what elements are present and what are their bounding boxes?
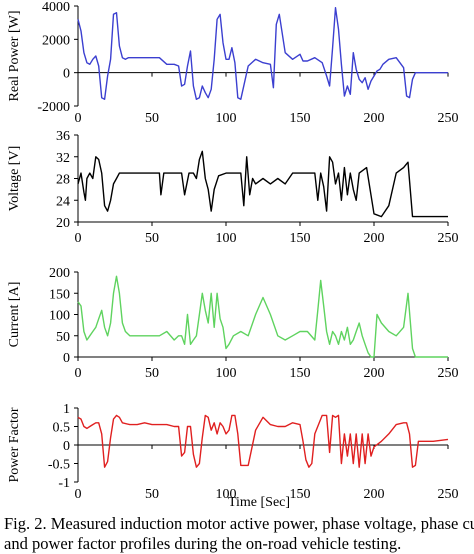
- power-factor-x-tick-label: 150: [290, 487, 311, 502]
- current-y-tick-label: 0: [63, 351, 70, 366]
- current-series-line: [77, 275, 448, 358]
- real-power-x-tick-label: 0: [75, 111, 82, 126]
- real-power-y-tick-label: 2000: [42, 33, 70, 48]
- voltage-y-axis-label: Voltage [V]: [7, 146, 22, 211]
- voltage-y-tick-label: 28: [56, 173, 70, 188]
- real-power-x-tick-label: 250: [438, 111, 459, 126]
- voltage-x-tick-label: 0: [75, 231, 82, 246]
- real-power-chart: -2000 0 2000 4000 0 50 100 150 200 250 Real Power …: [7, 0, 459, 126]
- current-x-tick-label: 50: [145, 366, 159, 381]
- power-factor-chart: -1 -0.5 0 0.5 1 0 50 100 150 200 250 Power Factor Ti…: [7, 402, 459, 510]
- real-power-y-tick-label: 0: [63, 67, 70, 82]
- voltage-x-tick-label: 50: [145, 231, 159, 246]
- real-power-x-tick-label: 150: [290, 111, 311, 126]
- power-factor-y-tick-label: -1: [58, 476, 70, 491]
- power-factor-x-tick-label: 0: [75, 487, 82, 502]
- power-factor-y-axis-label: Power Factor: [7, 407, 22, 482]
- current-x-tick-label: 150: [290, 366, 311, 381]
- current-x-tick-label: 100: [216, 366, 237, 381]
- power-factor-y-tick-label: 1: [63, 402, 70, 417]
- voltage-y-tick-label: 24: [56, 194, 70, 209]
- current-y-axis-label: Current [A]: [7, 282, 22, 348]
- voltage-x-tick-label: 250: [438, 231, 459, 246]
- real-power-y-axis-label: Real Power [W]: [7, 11, 22, 102]
- power-factor-x-tick-label: 50: [145, 487, 159, 502]
- real-power-y-tick-label: 4000: [42, 0, 70, 15]
- power-factor-x-axis-label: Time [Sec]: [228, 495, 290, 510]
- figure-caption: Fig. 2. Measured induction motor active …: [4, 514, 474, 554]
- real-power-x-tick-label: 100: [216, 111, 237, 126]
- current-y-tick-label: 100: [49, 309, 70, 324]
- voltage-x-tick-label: 100: [216, 231, 237, 246]
- current-y-tick-label: 150: [49, 287, 70, 302]
- power-factor-y-tick-label: 0: [63, 439, 70, 454]
- voltage-x-tick-label: 150: [290, 231, 311, 246]
- power-factor-x-tick-label: 250: [438, 487, 459, 502]
- current-x-tick-label: 250: [438, 366, 459, 381]
- current-x-tick-label: 0: [75, 366, 82, 381]
- current-y-tick-label: 200: [49, 266, 70, 281]
- real-power-x-tick-label: 200: [364, 111, 385, 126]
- voltage-y-tick-label: 20: [56, 216, 70, 231]
- power-factor-series-line: [77, 414, 449, 468]
- current-x-tick-label: 200: [364, 366, 385, 381]
- voltage-x-tick-label: 200: [364, 231, 385, 246]
- voltage-y-tick-label: 36: [56, 129, 70, 144]
- figure-caption-text: Fig. 2. Measured induction motor active …: [4, 514, 474, 553]
- real-power-x-tick-label: 50: [145, 111, 159, 126]
- power-factor-y-tick-label: -0.5: [48, 458, 70, 473]
- power-factor-y-tick-label: 0.5: [53, 421, 71, 436]
- power-factor-x-tick-label: 200: [364, 487, 385, 502]
- voltage-chart: 20 24 28 32 36 0 50 100 150 200 250 Voltage [V]: [7, 129, 459, 246]
- current-chart: 0 50 100 150 200 0 50 100 150 200 250 Current [A]: [7, 266, 459, 381]
- current-y-tick-label: 50: [56, 330, 70, 345]
- real-power-y-tick-label: -2000: [37, 100, 70, 115]
- real-power-series-line: [77, 6, 448, 101]
- voltage-y-tick-label: 32: [56, 151, 70, 166]
- voltage-series-line: [77, 150, 448, 218]
- power-factor-x-tick-label: 100: [216, 487, 237, 502]
